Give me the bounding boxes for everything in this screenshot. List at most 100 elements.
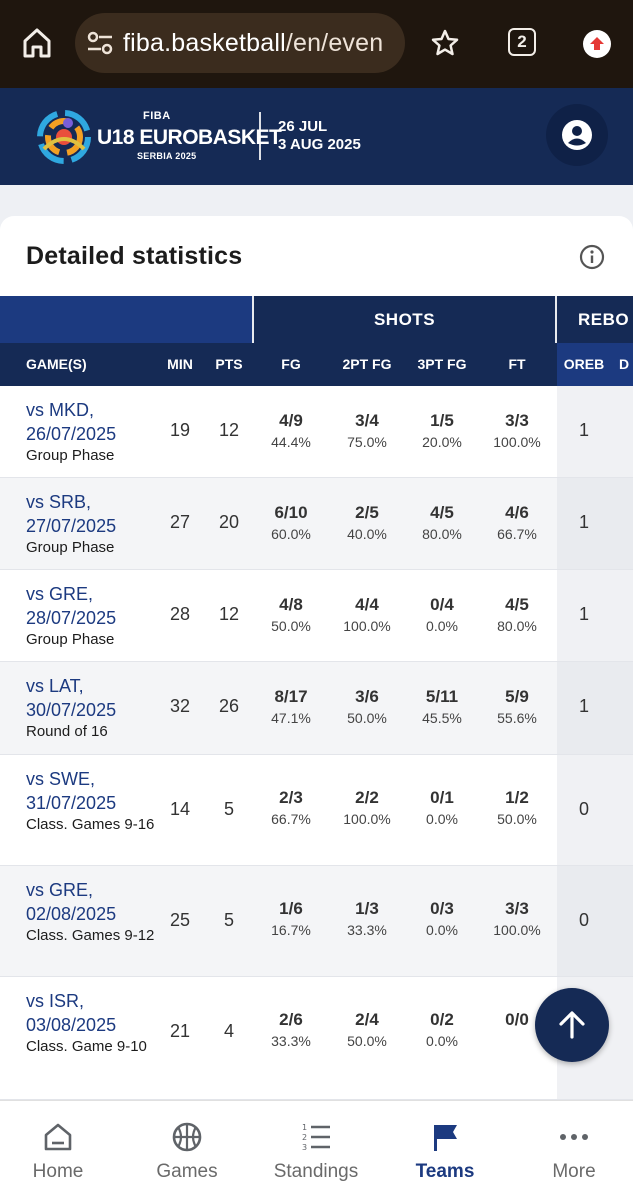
fg3-made: 5/11 <box>425 687 459 706</box>
nav-standings[interactable]: 1 2 3 Standings <box>253 1101 379 1200</box>
table-row[interactable]: vs SRB, 27/07/2025 Group Phase 27 20 6/1… <box>0 478 633 570</box>
fg-pct: 66.7% <box>271 811 311 827</box>
tab-switcher-button[interactable]: 2 <box>508 28 536 56</box>
col-header-games[interactable]: GAME(S) <box>26 356 87 372</box>
flag-icon <box>434 1125 457 1151</box>
home-icon[interactable] <box>20 26 54 60</box>
game-cell[interactable]: vs SWE, 31/07/2025 Class. Games 9-16 <box>26 767 166 835</box>
game-opponent[interactable]: vs GRE, <box>26 880 94 900</box>
fg3-pct: 45.5% <box>422 710 462 726</box>
game-cell[interactable]: vs MKD, 26/07/2025 Group Phase <box>26 398 166 466</box>
game-date[interactable]: 27/07/2025 <box>26 516 117 536</box>
ft-cell: 0/0 <box>477 1009 557 1031</box>
col-header-fg[interactable]: FG <box>281 356 301 372</box>
game-date[interactable]: 03/08/2025 <box>26 1015 117 1035</box>
ft-cell: 1/2 50.0% <box>477 787 557 829</box>
svg-text:3: 3 <box>302 1143 307 1152</box>
account-button[interactable] <box>546 104 608 166</box>
game-date[interactable]: 26/07/2025 <box>26 424 117 444</box>
fg3-cell: 0/4 0.0% <box>402 594 482 636</box>
col-header-pts[interactable]: PTS <box>215 356 243 372</box>
min-value: 19 <box>169 420 191 440</box>
bookmark-star-icon[interactable] <box>430 28 460 58</box>
info-icon[interactable] <box>579 244 605 270</box>
game-date[interactable]: 30/07/2025 <box>26 700 117 720</box>
nav-more[interactable]: More <box>511 1101 633 1200</box>
game-cell[interactable]: vs GRE, 28/07/2025 Group Phase <box>26 582 166 650</box>
col-header-3pt-fg[interactable]: 3PT FG <box>417 356 467 372</box>
nav-games-label: Games <box>156 1161 218 1182</box>
fg3-made: 1/5 <box>430 411 454 430</box>
pts-value: 20 <box>218 512 240 532</box>
arrow-up-icon <box>559 1011 585 1039</box>
oreb-column-bg <box>557 866 633 976</box>
game-phase: Group Phase <box>26 539 115 556</box>
logo-subtitle: SERBIA 2025 <box>137 151 197 161</box>
ft-made: 3/3 <box>505 411 529 430</box>
nav-teams[interactable]: Teams <box>382 1101 508 1200</box>
game-cell[interactable]: vs SRB, 27/07/2025 Group Phase <box>26 490 166 558</box>
game-cell[interactable]: vs GRE, 02/08/2025 Class. Games 9-12 <box>26 878 166 946</box>
game-date[interactable]: 28/07/2025 <box>26 608 117 628</box>
address-bar[interactable]: fiba.basketball/en/even <box>75 13 405 73</box>
fg2-pct: 50.0% <box>347 710 387 726</box>
fg2-cell: 3/6 50.0% <box>327 686 407 728</box>
game-opponent[interactable]: vs SWE, <box>26 769 96 789</box>
fg3-cell: 1/5 20.0% <box>402 410 482 452</box>
col-header-ft[interactable]: FT <box>508 356 526 372</box>
fg3-made: 0/1 <box>430 788 454 807</box>
url-text[interactable]: fiba.basketball/en/even <box>123 29 398 58</box>
col-header-2pt-fg[interactable]: 2PT FG <box>342 356 392 372</box>
ft-pct: 66.7% <box>497 526 537 542</box>
update-available-icon[interactable] <box>583 30 611 58</box>
col-header-min[interactable]: MIN <box>167 356 193 372</box>
fg3-made: 0/3 <box>430 899 454 918</box>
fg-cell: 8/17 47.1% <box>251 686 331 728</box>
game-cell[interactable]: vs ISR, 03/08/2025 Class. Game 9-10 <box>26 989 166 1057</box>
min-value: 21 <box>169 1021 191 1041</box>
table-row[interactable]: vs SWE, 31/07/2025 Class. Games 9-16 14 … <box>0 755 633 866</box>
detailed-statistics-card: Detailed statistics SHOTS REBO GAME(S) M… <box>0 216 633 1116</box>
table-row[interactable]: vs MKD, 26/07/2025 Group Phase 19 12 4/9… <box>0 386 633 478</box>
game-opponent[interactable]: vs SRB, <box>26 492 92 512</box>
pts-value: 5 <box>223 799 234 819</box>
game-date[interactable]: 31/07/2025 <box>26 793 117 813</box>
home-icon <box>44 1123 72 1151</box>
fg2-made: 2/5 <box>355 503 379 522</box>
site-settings-icon[interactable] <box>87 31 113 55</box>
col-header-oreb[interactable]: OREB <box>563 356 605 372</box>
fg2-pct: 40.0% <box>347 526 387 542</box>
game-cell[interactable]: vs LAT, 30/07/2025 Round of 16 <box>26 674 166 742</box>
svg-text:1: 1 <box>302 1123 307 1132</box>
fg2-made: 3/4 <box>355 411 379 430</box>
scroll-to-top-button[interactable] <box>535 988 609 1062</box>
fg2-made: 2/2 <box>355 788 379 807</box>
table-row[interactable]: vs GRE, 02/08/2025 Class. Games 9-12 25 … <box>0 866 633 977</box>
oreb-column-bg <box>557 570 633 661</box>
nav-games[interactable]: Games <box>124 1101 250 1200</box>
fg2-made: 4/4 <box>355 595 379 614</box>
fg-made: 4/8 <box>279 595 303 614</box>
fg3-cell: 0/1 0.0% <box>402 787 482 829</box>
fg-pct: 47.1% <box>271 710 311 726</box>
nav-home[interactable]: Home <box>0 1101 121 1200</box>
table-row[interactable]: vs LAT, 30/07/2025 Round of 16 32 26 8/1… <box>0 662 633 755</box>
fg2-pct: 50.0% <box>347 1033 387 1049</box>
game-opponent[interactable]: vs GRE, <box>26 584 94 604</box>
table-row[interactable]: vs GRE, 28/07/2025 Group Phase 28 12 4/8… <box>0 570 633 662</box>
game-opponent[interactable]: vs LAT, <box>26 676 84 696</box>
fg2-made: 3/6 <box>355 687 379 706</box>
pts-value: 26 <box>218 696 240 716</box>
ft-cell: 3/3 100.0% <box>477 898 557 940</box>
eurobasket-logo-icon[interactable] <box>36 109 92 165</box>
col-header-dreb[interactable]: D <box>619 356 630 372</box>
url-host: fiba.basketball <box>123 29 286 57</box>
min-value: 25 <box>169 910 191 930</box>
group-header-blank <box>0 296 252 343</box>
game-opponent[interactable]: vs ISR, <box>26 991 85 1011</box>
game-date[interactable]: 02/08/2025 <box>26 904 117 924</box>
ft-pct: 100.0% <box>493 434 541 450</box>
ft-pct: 55.6% <box>497 710 537 726</box>
fg3-cell: 5/11 45.5% <box>402 686 482 728</box>
game-opponent[interactable]: vs MKD, <box>26 400 95 420</box>
